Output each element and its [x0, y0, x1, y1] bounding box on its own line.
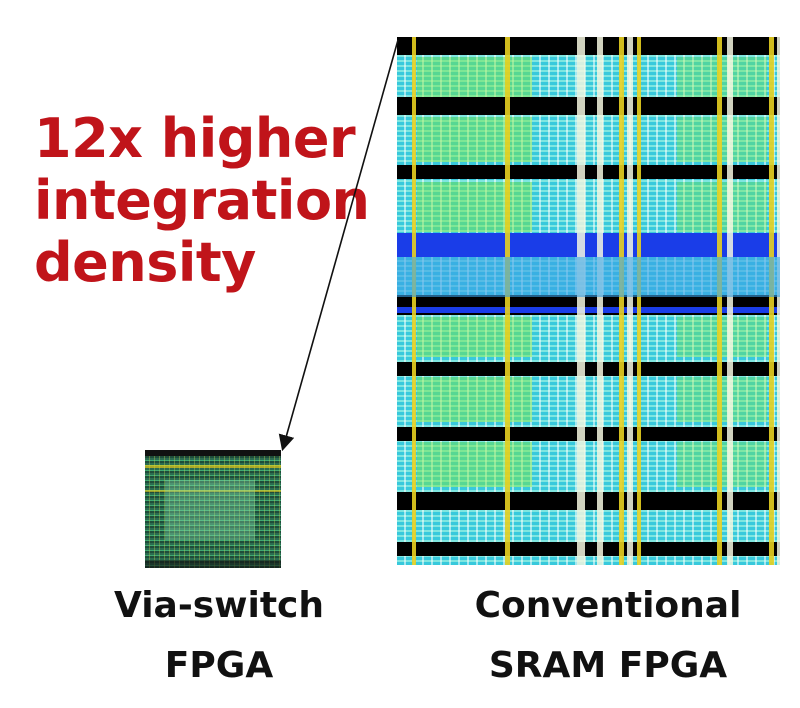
- sram-fpga-label: Conventional SRAM FPGA: [458, 576, 758, 696]
- layout-texture: [769, 37, 774, 565]
- layout-texture: [397, 492, 780, 510]
- arrow-line: [278, 39, 399, 452]
- sram-layout-pattern: [397, 37, 780, 565]
- layout-texture: [145, 450, 281, 456]
- via-switch-layout-pattern: [145, 450, 281, 568]
- headline-line-3: density: [34, 231, 256, 294]
- via-switch-label-line-1: Via-switch: [113, 585, 324, 626]
- layout-texture: [417, 57, 532, 97]
- layout-texture: [627, 37, 633, 565]
- headline: 12x higher integration density: [34, 107, 370, 294]
- layout-texture: [397, 165, 780, 179]
- layout-texture: [637, 37, 641, 565]
- layout-texture: [397, 307, 780, 313]
- layout-texture: [397, 362, 780, 376]
- layout-texture: [619, 37, 624, 565]
- layout-texture: [145, 465, 281, 468]
- layout-texture: [417, 377, 532, 422]
- layout-texture: [397, 542, 780, 556]
- layout-texture: [397, 97, 780, 115]
- layout-texture: [397, 257, 780, 297]
- via-switch-label-line-2: FPGA: [164, 645, 274, 686]
- layout-texture: [397, 427, 780, 441]
- layout-texture: [777, 37, 780, 565]
- layout-texture: [577, 37, 585, 565]
- layout-texture: [417, 317, 532, 357]
- layout-texture: [597, 37, 603, 565]
- via-switch-fpga-layout-image: [145, 450, 281, 568]
- layout-texture: [145, 560, 281, 568]
- sram-label-line-1: Conventional: [474, 585, 742, 626]
- layout-texture: [397, 37, 780, 55]
- layout-texture: [505, 37, 510, 565]
- conventional-sram-fpga-layout-image: [397, 37, 780, 565]
- via-switch-label: Via-switch FPGA: [88, 576, 350, 696]
- layout-texture: [412, 37, 416, 565]
- headline-line-1: 12x higher: [34, 107, 356, 170]
- layout-texture: [727, 37, 733, 565]
- layout-texture: [417, 442, 532, 487]
- layout-texture: [717, 37, 722, 565]
- layout-texture: [417, 182, 532, 232]
- layout-texture: [397, 233, 780, 257]
- layout-texture: [417, 117, 532, 162]
- sram-label-line-2: SRAM FPGA: [488, 645, 728, 686]
- headline-line-2: integration: [34, 169, 370, 232]
- layout-texture: [145, 490, 281, 492]
- layout-texture: [165, 480, 255, 540]
